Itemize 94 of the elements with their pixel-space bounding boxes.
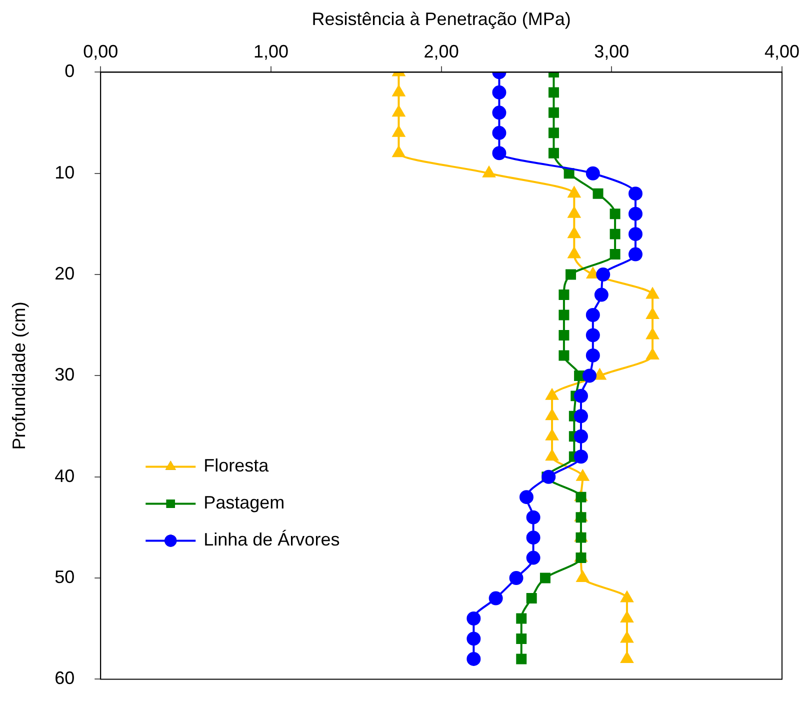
point <box>610 208 620 220</box>
point <box>542 470 556 484</box>
y-tick-label: 20 <box>54 264 75 284</box>
point <box>576 532 586 543</box>
point <box>492 146 506 160</box>
point <box>646 288 659 299</box>
point <box>548 107 559 118</box>
x-tick-label: 2,00 <box>424 41 459 62</box>
point <box>519 490 534 504</box>
point <box>466 612 481 626</box>
x-tick-label: 4,00 <box>764 41 800 62</box>
point <box>628 247 643 262</box>
point <box>526 550 540 565</box>
point <box>516 654 527 664</box>
point <box>392 106 405 117</box>
point <box>548 87 559 98</box>
y-tick-label: 0 <box>64 61 75 82</box>
point <box>620 612 634 622</box>
point <box>586 328 600 342</box>
point <box>586 166 600 180</box>
point <box>526 593 537 604</box>
y-tick-label: 40 <box>54 466 75 486</box>
point <box>558 290 570 300</box>
y-tick-label: 30 <box>54 364 75 385</box>
point <box>546 409 558 420</box>
point <box>482 166 496 178</box>
point <box>576 492 586 502</box>
point <box>466 632 481 646</box>
y-tick-label: 60 <box>54 668 75 688</box>
point <box>568 227 580 238</box>
point <box>574 370 585 381</box>
x-tick-label: 3,00 <box>594 41 630 62</box>
point <box>558 330 570 340</box>
point <box>596 268 610 282</box>
point <box>492 126 506 140</box>
point <box>646 348 659 360</box>
point <box>392 146 405 158</box>
y-tick-label: 10 <box>54 162 75 182</box>
point <box>610 228 620 240</box>
legend-label: Linha de Árvores <box>204 530 340 550</box>
point <box>546 429 558 440</box>
point <box>392 85 405 96</box>
point <box>620 632 634 643</box>
point <box>492 85 506 100</box>
point <box>558 310 570 320</box>
x-tick-label: 1,00 <box>253 41 288 62</box>
x-tick-label: 0,00 <box>83 41 118 62</box>
legend-label: Pastagem <box>204 492 285 513</box>
point <box>586 308 600 322</box>
point <box>620 652 634 663</box>
point <box>582 368 597 383</box>
x-axis-title: Resistência à Penetração (MPa) <box>312 8 571 29</box>
point <box>392 126 405 137</box>
point <box>576 512 586 523</box>
point <box>516 633 527 644</box>
point <box>516 613 527 624</box>
point <box>576 571 589 582</box>
point <box>548 128 559 138</box>
point <box>548 148 559 158</box>
point <box>610 249 620 260</box>
point <box>568 206 580 218</box>
point <box>576 470 589 481</box>
point <box>594 288 608 302</box>
point <box>564 168 574 179</box>
point <box>620 591 634 602</box>
point <box>576 552 586 564</box>
point <box>628 227 643 242</box>
point <box>574 429 588 444</box>
point <box>526 510 540 524</box>
point <box>628 206 643 221</box>
point <box>646 328 659 340</box>
point <box>540 572 550 584</box>
point <box>558 350 570 361</box>
point <box>466 652 481 666</box>
point <box>492 106 506 120</box>
legend-label: Floresta <box>204 456 270 476</box>
point <box>546 450 558 461</box>
point <box>646 308 659 319</box>
point <box>488 591 503 606</box>
point <box>566 269 576 280</box>
y-axis-title: Profundidade (cm) <box>8 302 29 450</box>
point <box>574 409 588 424</box>
point <box>568 186 580 198</box>
point <box>574 450 588 464</box>
point <box>574 388 588 403</box>
point <box>628 186 643 201</box>
point <box>586 348 600 362</box>
point <box>592 188 604 199</box>
point <box>526 530 540 545</box>
point <box>594 368 606 380</box>
point <box>568 247 580 258</box>
point <box>509 571 524 586</box>
point <box>546 388 558 400</box>
y-tick-label: 50 <box>54 567 75 587</box>
